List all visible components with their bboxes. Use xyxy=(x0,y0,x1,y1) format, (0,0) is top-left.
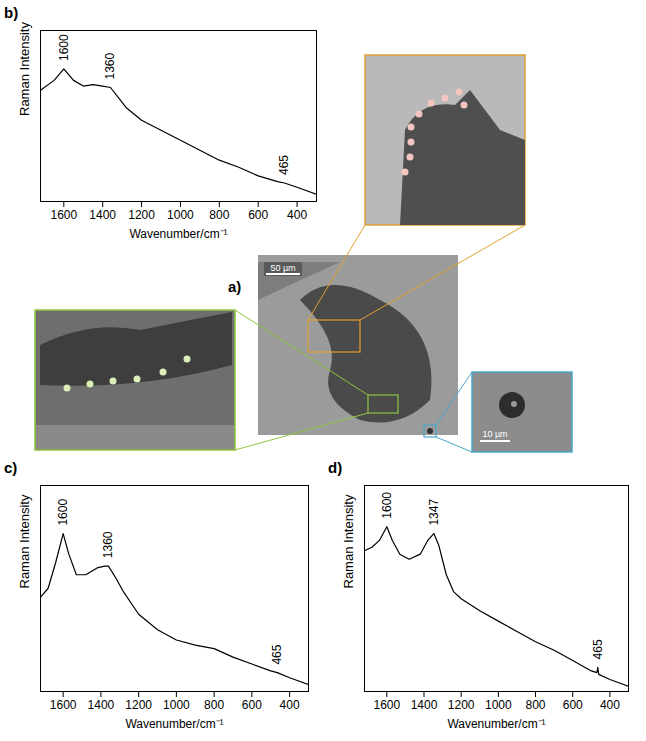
svg-text:Wavenumber/cm⁻¹: Wavenumber/cm⁻¹ xyxy=(447,717,545,731)
svg-text:10 µm: 10 µm xyxy=(482,429,507,439)
svg-text:600: 600 xyxy=(248,208,268,222)
svg-text:1360: 1360 xyxy=(103,52,117,79)
svg-text:1600: 1600 xyxy=(56,499,70,526)
svg-text:1400: 1400 xyxy=(88,698,115,712)
svg-text:400: 400 xyxy=(280,698,300,712)
svg-text:465: 465 xyxy=(277,155,291,175)
html-text:c): c) xyxy=(4,459,18,476)
svg-text:1000: 1000 xyxy=(167,208,194,222)
svg-text:Wavenumber/cm⁻¹: Wavenumber/cm⁻¹ xyxy=(125,717,223,731)
svg-text:1200: 1200 xyxy=(448,698,475,712)
svg-text:465: 465 xyxy=(270,644,284,664)
svg-text:800: 800 xyxy=(204,698,224,712)
svg-text:800: 800 xyxy=(526,698,546,712)
svg-text:Raman Intensity: Raman Intensity xyxy=(17,494,32,588)
svg-text:1000: 1000 xyxy=(485,698,512,712)
svg-text:1600: 1600 xyxy=(373,698,400,712)
svg-text:1000: 1000 xyxy=(163,698,190,712)
svg-text:1600: 1600 xyxy=(50,208,77,222)
svg-text:1360: 1360 xyxy=(101,531,115,558)
svg-text:465: 465 xyxy=(591,639,605,659)
svg-text:Raman Intensity: Raman Intensity xyxy=(341,494,356,588)
html-text:b): b) xyxy=(4,4,19,21)
svg-text:Raman Intensity: Raman Intensity xyxy=(17,22,32,116)
svg-text:1600: 1600 xyxy=(50,698,77,712)
svg-text:1400: 1400 xyxy=(89,208,116,222)
svg-text:1347: 1347 xyxy=(427,499,441,526)
svg-text:600: 600 xyxy=(242,698,262,712)
html-text:d): d) xyxy=(328,459,343,476)
svg-text:Wavenumber/cm⁻¹: Wavenumber/cm⁻¹ xyxy=(129,227,227,241)
svg-text:400: 400 xyxy=(287,208,307,222)
svg-text:400: 400 xyxy=(600,698,620,712)
svg-text:1600: 1600 xyxy=(380,492,394,519)
svg-text:1200: 1200 xyxy=(128,208,155,222)
svg-text:800: 800 xyxy=(209,208,229,222)
svg-text:1200: 1200 xyxy=(125,698,152,712)
svg-text:a): a) xyxy=(228,278,241,295)
svg-text:1400: 1400 xyxy=(411,698,438,712)
svg-text:1600: 1600 xyxy=(57,34,71,61)
svg-text:600: 600 xyxy=(563,698,583,712)
svg-text:50 µm: 50 µm xyxy=(270,263,295,273)
